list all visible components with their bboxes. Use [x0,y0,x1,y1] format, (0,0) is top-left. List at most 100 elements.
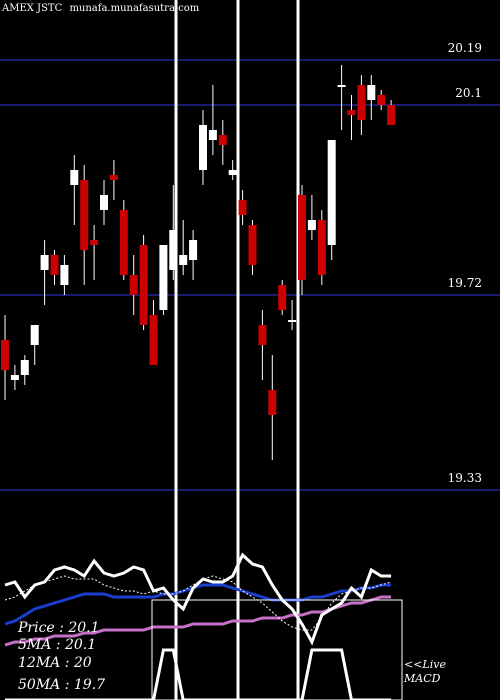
candle-body-23 [228,170,237,175]
candle-13 [129,255,138,315]
candle-14 [139,235,148,330]
candle-4 [40,240,49,305]
candle-body-14 [139,245,148,325]
candle-body-20 [199,125,207,170]
candle-20 [199,110,207,185]
candle-12 [119,200,128,280]
y-tick-labels: 20.19 20.1 19.72 19.33 [448,41,482,485]
candle-body-34 [337,85,346,87]
candle-25 [248,220,257,275]
ma12-line [4,583,392,626]
symbol-label: AMEX JSTC [1,3,63,14]
candle-5 [50,250,59,285]
candle-28 [278,280,287,315]
candle-body-35 [347,110,356,115]
candle-body-8 [80,180,89,250]
chart-header: AMEX JSTC munafa.munafasutra.com [1,3,200,14]
candle-37 [367,75,376,120]
candle-body-31 [307,220,316,230]
candle-1 [10,365,19,390]
candle-body-12 [119,210,128,275]
candle-body-9 [90,240,99,245]
candle-body-15 [149,315,158,365]
candle-15 [149,300,158,365]
candles [1,65,396,460]
candle-body-7 [70,170,79,185]
candle-11 [109,160,118,200]
candle-35 [347,95,356,140]
y-tick-label-3: 19.33 [448,471,482,485]
candle-7 [70,155,79,225]
y-tick-label-2: 19.72 [448,276,482,290]
candle-body-26 [258,325,267,345]
candle-body-33 [327,140,336,245]
candle-22 [218,120,227,165]
macd-label-line2: MACD [403,672,441,685]
candle-body-32 [317,220,326,275]
candle-body-18 [179,255,188,265]
candle-31 [307,195,316,240]
candle-body-5 [50,255,59,275]
candle-36 [357,75,366,135]
candle-6 [60,255,69,295]
indicator-lines [4,552,392,647]
gridlines [0,59,500,491]
candle-32 [317,210,326,285]
candle-2 [20,355,29,385]
candle-body-10 [100,195,108,210]
candle-33 [327,140,336,260]
candle-body-4 [40,255,49,270]
candle-body-1 [10,375,19,380]
candle-18 [179,220,188,275]
candle-body-2 [20,360,29,375]
candle-34 [337,65,346,130]
candle-10 [100,180,108,225]
candle-body-6 [60,265,69,285]
candle-body-21 [208,130,217,140]
candle-body-16 [159,245,168,310]
legend-price: Price : 20.1 [17,620,100,636]
site-label: munafa.munafasutra.com [69,3,199,14]
candle-body-25 [248,225,257,265]
candle-24 [238,190,247,225]
candle-body-36 [357,85,366,120]
candle-body-0 [1,340,9,370]
candle-3 [30,325,39,365]
legend-50ma: 50MA : 19.7 [18,677,105,693]
macd-signal-line [5,648,392,700]
candle-body-30 [298,195,306,280]
candle-38 [377,90,386,110]
candle-body-39 [387,105,396,125]
candle-0 [1,315,9,400]
legend-12ma: 12MA : 20 [18,655,92,671]
candle-19 [189,230,198,280]
candle-body-13 [129,275,138,295]
candle-body-17 [169,230,178,270]
candle-17 [169,185,178,280]
candle-27 [268,355,277,460]
vertical-markers [174,0,300,700]
macd-panel [5,599,403,700]
candle-9 [90,225,99,280]
candle-body-28 [278,285,287,310]
candle-body-22 [218,135,227,145]
y-tick-label-0: 20.19 [448,41,482,55]
candle-21 [208,85,217,155]
candle-26 [258,310,267,380]
candle-23 [228,160,237,180]
candle-body-38 [377,95,386,105]
y-tick-label-1: 20.1 [455,86,482,100]
candle-16 [159,245,168,315]
legend-5ma: 5MA : 20.1 [18,637,96,653]
candle-body-11 [109,175,118,180]
candle-body-29 [288,320,297,322]
macd-frame [151,599,403,700]
macd-label-line1: <<Live [404,658,446,671]
candle-8 [80,165,89,285]
candle-body-19 [189,240,198,260]
candle-29 [288,300,297,330]
candle-30 [298,185,306,295]
price-line [4,552,392,646]
